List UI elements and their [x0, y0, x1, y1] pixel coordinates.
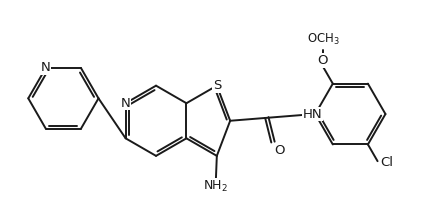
Text: N: N — [41, 61, 51, 74]
Text: Cl: Cl — [381, 156, 394, 169]
Text: HN: HN — [303, 107, 323, 121]
Text: OCH$_3$: OCH$_3$ — [307, 31, 340, 47]
Text: NH$_2$: NH$_2$ — [203, 178, 229, 194]
Text: O: O — [274, 145, 285, 157]
Text: S: S — [213, 79, 221, 92]
Text: N: N — [121, 97, 130, 110]
Text: O: O — [317, 54, 327, 67]
